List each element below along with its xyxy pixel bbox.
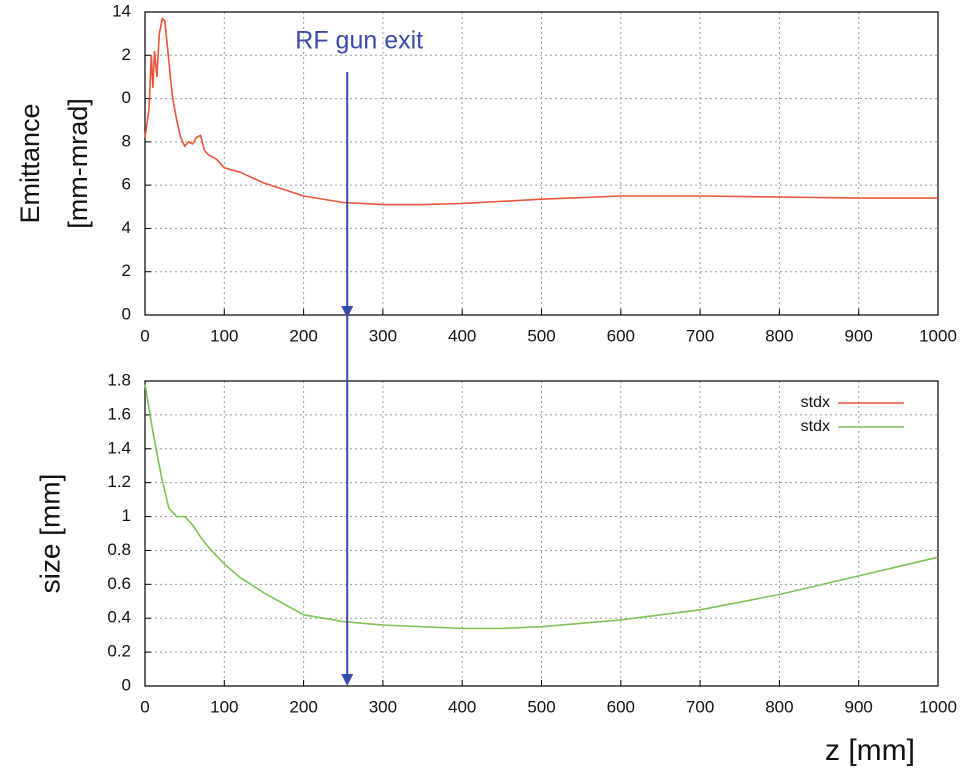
x-tick-label: 1000 <box>919 697 957 716</box>
x-tick-label: 400 <box>448 326 476 345</box>
x-tick-label: 200 <box>289 697 317 716</box>
plot-frame <box>144 380 939 687</box>
line-series <box>144 16 938 206</box>
arrow-head <box>341 674 354 686</box>
y-axis-label: size [mm] <box>34 474 65 594</box>
y-tick-label: 2 <box>122 261 131 280</box>
x-tick-label: 900 <box>845 697 873 716</box>
y-tick-label: 1.2 <box>107 472 131 491</box>
x-tick-label: 100 <box>210 326 238 345</box>
x-tick-label: 700 <box>686 326 714 345</box>
annotation: RF gun exit <box>295 27 423 55</box>
y-tick-label: 2 <box>122 45 131 64</box>
y-axis-label: [mm-mrad] <box>63 98 93 229</box>
line-series <box>144 384 939 630</box>
y-tick-label: 0.6 <box>107 574 131 593</box>
y-tick-label: 0 <box>122 88 131 107</box>
x-tick-label: 0 <box>140 326 149 345</box>
arrow-head <box>341 306 354 318</box>
legend-label: stdx <box>801 418 830 435</box>
x-axis-label: z [mm] <box>825 734 915 767</box>
y-tick-label: 0.4 <box>107 608 131 627</box>
x-tick-label: 200 <box>289 326 317 345</box>
x-tick-label: 100 <box>210 697 238 716</box>
x-tick-label: 800 <box>765 326 793 345</box>
x-tick-label: 600 <box>607 697 635 716</box>
y-tick-label: 6 <box>122 175 131 194</box>
y-tick-label: 1.4 <box>107 438 131 457</box>
y-axis-label: Emittance <box>15 103 45 223</box>
y-tick-label: 0.8 <box>107 540 131 559</box>
x-tick-label: 300 <box>369 326 397 345</box>
y-tick-label: 0.2 <box>107 642 131 661</box>
y-tick-label: 1 <box>122 506 131 525</box>
x-tick-label: 900 <box>845 326 873 345</box>
x-tick-label: 0 <box>140 697 149 716</box>
y-tick-label: 14 <box>112 1 131 20</box>
y-tick-label: 1.8 <box>107 370 131 389</box>
x-tick-label: 800 <box>765 697 793 716</box>
y-tick-label: 4 <box>122 218 131 237</box>
y-tick-label: 1.6 <box>107 404 131 423</box>
x-tick-label: 400 <box>448 697 476 716</box>
y-tick-label: 0 <box>122 304 131 323</box>
y-tick-label: 8 <box>122 131 131 150</box>
x-tick-label: 500 <box>527 697 555 716</box>
legend-label: stdx <box>801 394 830 411</box>
x-tick-label: 1000 <box>919 326 957 345</box>
x-tick-label: 700 <box>686 697 714 716</box>
x-tick-label: 500 <box>527 326 555 345</box>
y-tick-label: 0 <box>122 675 131 694</box>
x-tick-label: 300 <box>369 697 397 716</box>
x-tick-label: 600 <box>607 326 635 345</box>
plot-frame <box>144 11 939 316</box>
